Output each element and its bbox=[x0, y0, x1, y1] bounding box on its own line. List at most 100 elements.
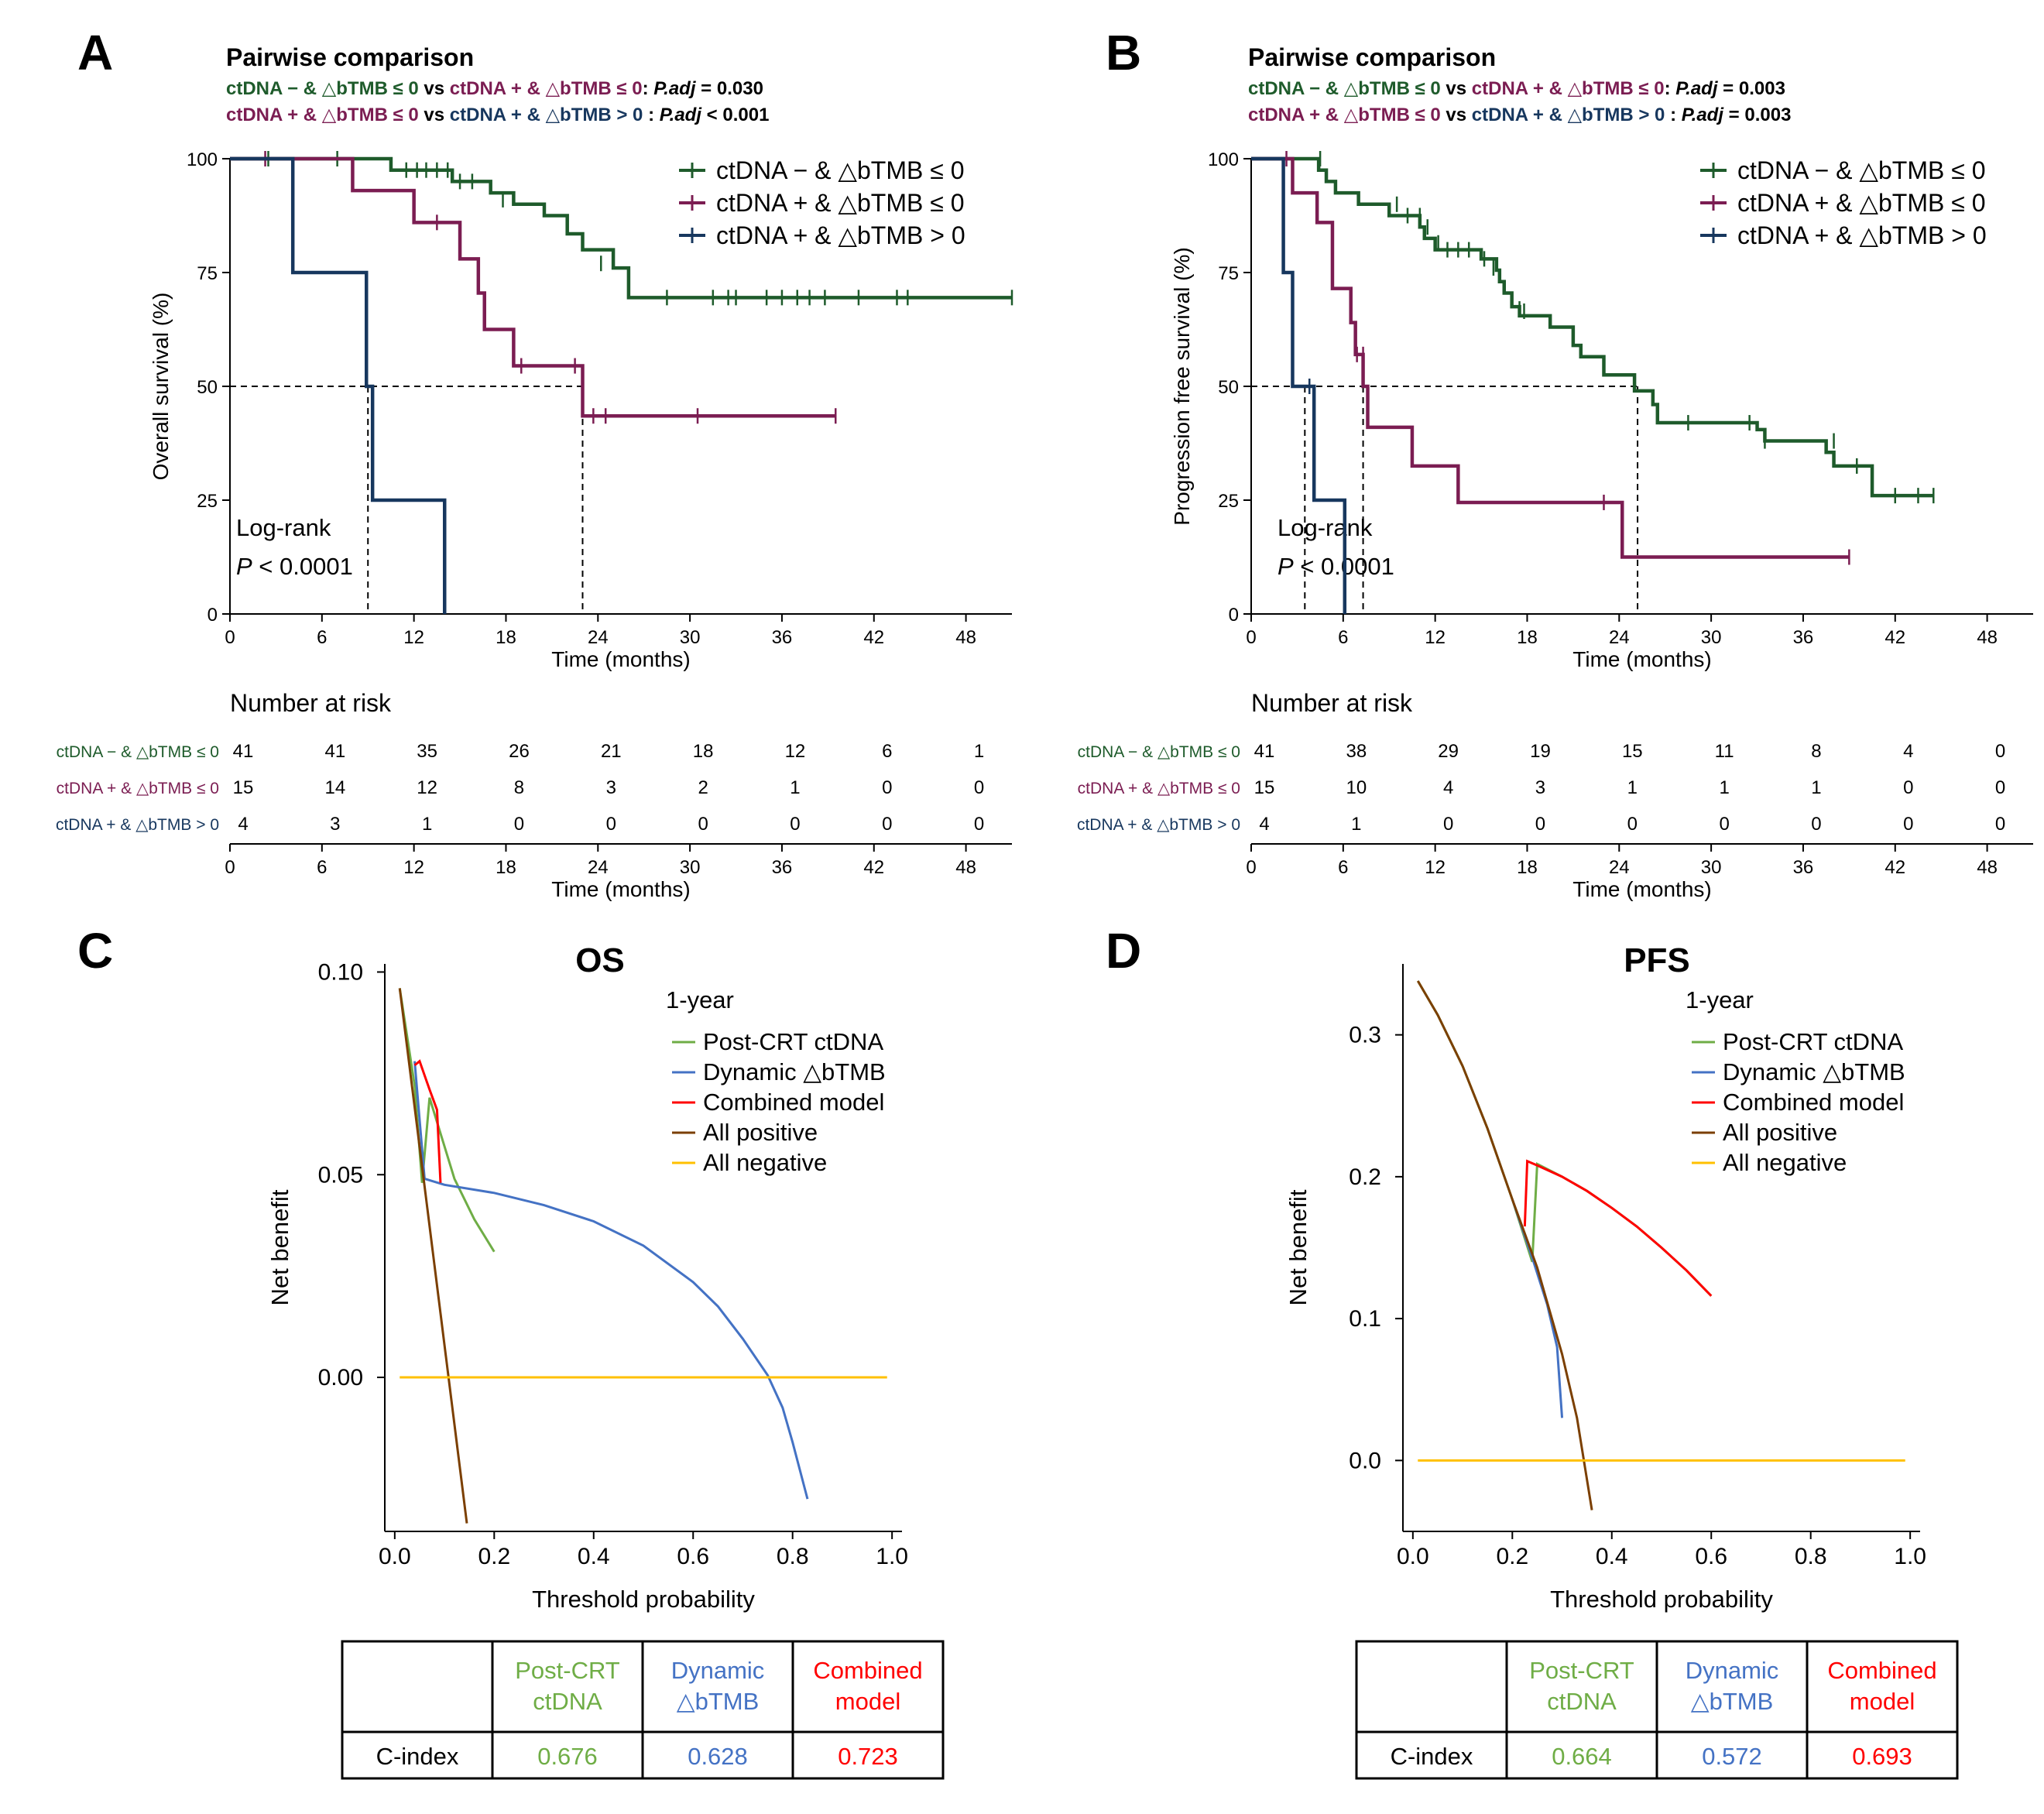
dca-x-tick-label: 0.6 bbox=[677, 1544, 709, 1569]
cindex-header-3: Combined bbox=[813, 1657, 922, 1684]
risk-x-tick-label: 30 bbox=[680, 857, 701, 878]
x-tick-label: 36 bbox=[772, 627, 793, 648]
risk-count: 4 bbox=[1443, 777, 1453, 798]
cindex-header-2: Dynamic bbox=[671, 1657, 765, 1684]
panel-b-header: B Pairwise comparison ctDNA − & △bTMB ≤ … bbox=[1106, 25, 1791, 125]
x-tick-label: 0 bbox=[1246, 627, 1256, 648]
line2-group1-a: ctDNA + & △bTMB ≤ 0 bbox=[226, 105, 419, 125]
legend-label-1: ctDNA − & △bTMB ≤ 0 bbox=[1737, 156, 1985, 184]
cindex-header-2: △bTMB bbox=[677, 1688, 760, 1715]
risk-count: 26 bbox=[509, 741, 530, 762]
x-tick-label: 24 bbox=[588, 627, 609, 648]
survival-curve-3 bbox=[1251, 156, 1347, 614]
dca-x-tick-label: 0.8 bbox=[1795, 1544, 1827, 1569]
risk-x-tick-label: 42 bbox=[863, 857, 884, 878]
dca-y-axis-label: Net benefit bbox=[1284, 1189, 1312, 1305]
risk-x-axis-label: Time (months) bbox=[551, 877, 690, 901]
dca-x-tick-label: 0.8 bbox=[777, 1544, 809, 1569]
cindex-header-1: Post-CRT bbox=[515, 1657, 620, 1684]
dca-legend-label-3: Combined model bbox=[1723, 1089, 1904, 1116]
cindex-value-2: 0.628 bbox=[688, 1743, 748, 1770]
risk-x-tick-label: 6 bbox=[317, 857, 327, 878]
risk-count: 0 bbox=[1627, 814, 1638, 835]
x-tick-label: 42 bbox=[863, 627, 884, 648]
cindex-header-1: ctDNA bbox=[533, 1688, 602, 1715]
dca-curve-4 bbox=[398, 988, 468, 1524]
cindex-table-os: Post-CRT ctDNA 0.676 Dynamic △bTMB 0.628 Combi… bbox=[341, 1640, 945, 1780]
panel-a-header: A Pairwise comparison ctDNA − & △bTMB ≤ … bbox=[77, 25, 769, 125]
logrank-p-a: P bbox=[236, 553, 252, 580]
x-tick-label: 6 bbox=[317, 627, 327, 648]
x-tick-label: 30 bbox=[680, 627, 701, 648]
risk-count: 21 bbox=[601, 741, 622, 762]
dca-x-tick-label: 1.0 bbox=[1894, 1544, 1926, 1569]
line1-vs-b: vs bbox=[1441, 78, 1472, 99]
risk-row-label-1: ctDNA − & △bTMB ≤ 0 bbox=[57, 743, 219, 761]
risk-count: 6 bbox=[882, 741, 892, 762]
line1-group2-a: ctDNA + & △bTMB ≤ 0 bbox=[450, 78, 643, 99]
cindex-row-label: C-index bbox=[1391, 1743, 1473, 1770]
risk-x-tick-label: 24 bbox=[1609, 857, 1630, 878]
cindex-header-2: Dynamic bbox=[1686, 1657, 1779, 1684]
survival-curve-2 bbox=[1251, 156, 1850, 559]
panel-letter-b: B bbox=[1106, 25, 1141, 81]
dca-x-tick-label: 0.4 bbox=[1596, 1544, 1628, 1569]
risk-count: 0 bbox=[974, 814, 984, 835]
risk-count: 3 bbox=[1535, 777, 1545, 798]
risk-count: 41 bbox=[1254, 741, 1275, 762]
line2-sep-a: : bbox=[643, 105, 659, 125]
legend-label-3: ctDNA + & △bTMB > 0 bbox=[1737, 221, 1987, 249]
risk-count: 1 bbox=[422, 814, 432, 835]
risk-count: 8 bbox=[514, 777, 524, 798]
risk-x-tick-label: 24 bbox=[588, 857, 609, 878]
risk-table-title: Number at risk bbox=[1251, 689, 1413, 717]
risk-x-tick-label: 0 bbox=[225, 857, 235, 878]
dca-y-tick-label: 0.3 bbox=[1349, 1023, 1381, 1048]
km-chart-a: 0 6 12 18 24 30 36 42 48 0 25 50 75 100 Time (months) O… bbox=[149, 149, 1013, 671]
dca-y-tick-label: 0.00 bbox=[318, 1365, 363, 1391]
risk-count: 0 bbox=[1811, 814, 1821, 835]
line1-group1-b: ctDNA − & △bTMB ≤ 0 bbox=[1248, 78, 1441, 99]
dca-curve-3 bbox=[413, 1059, 442, 1183]
legend-label-2: ctDNA + & △bTMB ≤ 0 bbox=[716, 189, 964, 217]
pairwise-line1-a: ctDNA − & △bTMB ≤ 0 vs ctDNA + & △bTMB ≤… bbox=[226, 78, 763, 99]
line2-group1-b: ctDNA + & △bTMB ≤ 0 bbox=[1248, 105, 1441, 125]
risk-count: 18 bbox=[693, 741, 714, 762]
y-tick-label: 0 bbox=[1229, 605, 1239, 626]
legend-label-2: ctDNA + & △bTMB ≤ 0 bbox=[1737, 189, 1985, 217]
logrank-label-a: Log-rank bbox=[236, 514, 331, 541]
dca-legend-title: 1-year bbox=[666, 986, 734, 1013]
pairwise-line2-b: ctDNA + & △bTMB ≤ 0 vs ctDNA + & △bTMB >… bbox=[1248, 105, 1791, 125]
dca-y-axis-label: Net benefit bbox=[266, 1189, 293, 1305]
risk-count: 15 bbox=[1622, 741, 1643, 762]
line1-value-a: = 0.030 bbox=[696, 78, 763, 99]
x-tick-label: 48 bbox=[1977, 627, 1998, 648]
line2-group2-a: ctDNA + & △bTMB > 0 bbox=[450, 105, 643, 125]
risk-count: 4 bbox=[1259, 814, 1269, 835]
risk-count: 0 bbox=[1535, 814, 1545, 835]
dca-chart-os: 0.0 0.2 0.4 0.6 0.8 1.0 0.00 0.05 0.10 Threshold … bbox=[266, 959, 908, 1613]
risk-count: 4 bbox=[238, 814, 248, 835]
y-axis-label: Progression free survival (%) bbox=[1170, 247, 1194, 525]
legend-label-3: ctDNA + & △bTMB > 0 bbox=[716, 221, 965, 249]
risk-count: 0 bbox=[698, 814, 708, 835]
dca-x-tick-label: 1.0 bbox=[876, 1544, 908, 1569]
dca-legend-label-5: All negative bbox=[1723, 1149, 1847, 1176]
cindex-value-1: 0.664 bbox=[1552, 1743, 1612, 1770]
risk-count: 3 bbox=[330, 814, 340, 835]
y-tick-label: 50 bbox=[197, 377, 218, 398]
line1-group1-a: ctDNA − & △bTMB ≤ 0 bbox=[226, 78, 419, 99]
risk-x-tick-label: 48 bbox=[1977, 857, 1998, 878]
pairwise-line1-b: ctDNA − & △bTMB ≤ 0 vs ctDNA + & △bTMB ≤… bbox=[1248, 78, 1785, 99]
x-tick-label: 12 bbox=[403, 627, 424, 648]
risk-row-label-2: ctDNA + & △bTMB ≤ 0 bbox=[1078, 780, 1240, 797]
risk-count: 41 bbox=[233, 741, 254, 762]
risk-count: 3 bbox=[606, 777, 616, 798]
panel-letter-c: C bbox=[77, 923, 113, 979]
dca-title-os: OS bbox=[575, 941, 625, 979]
logrank-pvalue-b: P < 0.0001 bbox=[1278, 553, 1394, 580]
